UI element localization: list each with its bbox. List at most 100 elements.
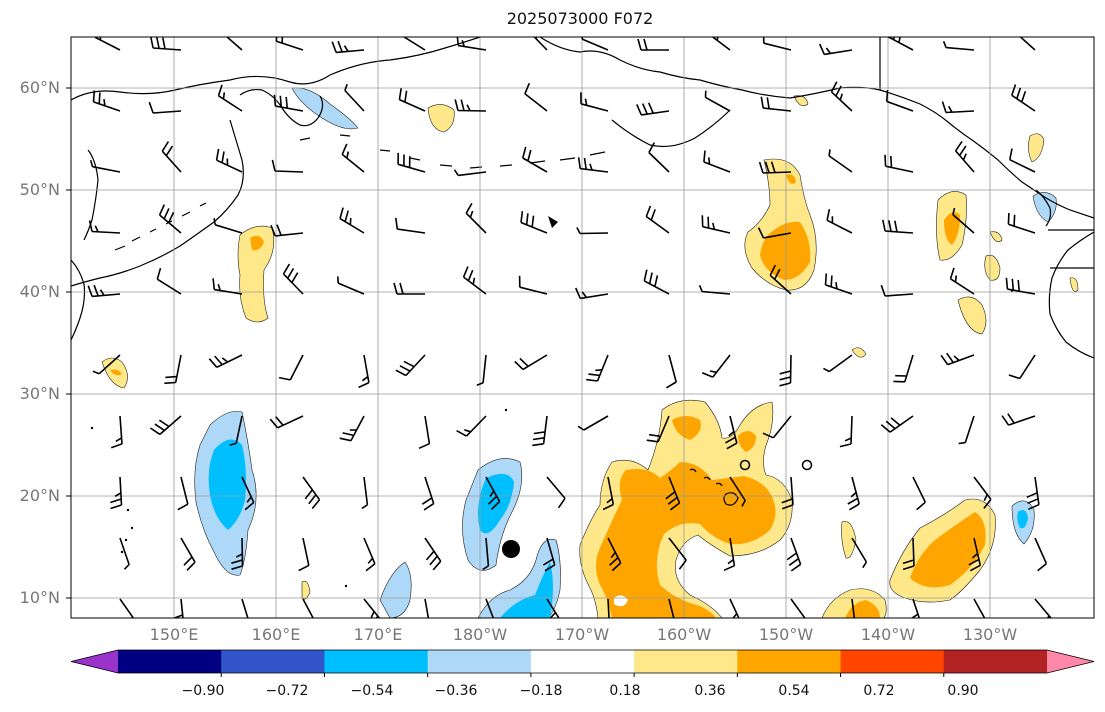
wind-barb-icon	[514, 354, 548, 371]
wind-barb-icon	[645, 205, 670, 234]
wind-barb-icon	[339, 207, 365, 234]
island-dot	[90, 426, 94, 430]
positive-shade-area	[1069, 277, 1079, 292]
wind-barb-icon	[482, 537, 490, 571]
wind-barb-icon	[880, 284, 914, 297]
wind-barb-icon	[723, 537, 736, 572]
wind-pennant-icon	[548, 216, 558, 228]
wind-barb-icon	[602, 476, 615, 511]
wind-barb-icon	[1009, 148, 1036, 173]
colorbar-segment	[840, 650, 945, 673]
wind-barb-icon	[148, 101, 182, 114]
wind-barb-icon	[225, 37, 243, 51]
wind-barb-icon	[88, 220, 121, 234]
wind-barb-icon	[418, 415, 431, 450]
wind-barb-icon	[89, 159, 121, 173]
wind-barb-icon	[665, 354, 677, 389]
negative-shade-area	[379, 561, 412, 618]
colorbar	[70, 649, 1095, 677]
wind-barb-icon	[704, 90, 731, 112]
filled-circle-icon	[502, 540, 520, 558]
colorbar-segment	[427, 650, 532, 673]
wind-barb-icon	[636, 102, 670, 116]
wind-barb-icon	[180, 537, 196, 571]
positive-shade-area	[427, 104, 455, 133]
wind-barb-icon	[453, 169, 487, 177]
wind-barb-icon	[826, 208, 853, 234]
wind-barb-icon	[577, 157, 609, 173]
wind-barb-icon	[110, 476, 123, 510]
island-dot	[124, 538, 128, 542]
wind-barb-icon	[839, 415, 853, 448]
bc-islands	[1035, 189, 1052, 227]
wind-barb-icon	[213, 218, 243, 234]
wind-barb-icon	[779, 354, 792, 387]
positive-shade-core	[910, 512, 986, 588]
positive-shade-area	[989, 231, 1003, 243]
japan-coastline	[71, 259, 86, 341]
wind-barb-icon	[358, 354, 370, 389]
wind-barb-icon	[1001, 413, 1036, 426]
wind-barb-icon	[643, 269, 670, 295]
wind-barb-icon	[150, 37, 182, 51]
wind-barb-icon	[668, 537, 687, 570]
wind-barb-icon	[231, 537, 244, 570]
island-dot	[130, 526, 134, 530]
wind-barb-icon	[302, 476, 321, 510]
wind-barb-icon	[607, 537, 622, 572]
wind-barb-icon	[607, 598, 610, 618]
wind-barb-icon	[208, 354, 243, 369]
wind-barb-icon	[462, 266, 487, 295]
wind-barb-icon	[397, 152, 426, 173]
lon-label: 130°W	[962, 625, 1018, 644]
wind-barb-icon	[902, 537, 915, 571]
wind-barb-icon	[522, 146, 548, 173]
wind-barb-icon	[339, 415, 365, 442]
wind-barb-icon	[941, 101, 975, 114]
wind-barb-icon	[542, 537, 556, 572]
lon-label: 160°E	[251, 625, 301, 644]
wind-barb-icon	[1005, 277, 1036, 295]
wind-barb-icon	[762, 415, 792, 439]
colorbar-segment	[530, 650, 635, 673]
wind-barb-icon	[665, 476, 681, 511]
lat-label: 30°N	[19, 384, 60, 403]
negative-shade-area	[291, 87, 359, 130]
kamchatka-coastline	[239, 88, 324, 127]
wind-barb-icon	[574, 287, 609, 300]
colorbar-extend-max	[1047, 650, 1094, 673]
wind-barb-icon	[119, 537, 130, 570]
wind-barb-icon	[958, 415, 975, 445]
lat-label: 40°N	[19, 282, 60, 301]
wind-barb-icon	[532, 415, 548, 447]
lon-label: 160°W	[656, 625, 712, 644]
wind-barb-icon	[729, 476, 746, 507]
wind-barb-icon	[546, 598, 560, 618]
wind-barb-icon	[485, 598, 495, 618]
wind-barb-icon	[363, 598, 381, 618]
wind-barb-icon	[851, 537, 868, 569]
positive-shade-core	[786, 174, 796, 184]
positive-shade-core	[672, 416, 701, 440]
wind-barb-icon	[393, 282, 425, 295]
wind-barb-icon	[954, 140, 975, 173]
positive-shade-area	[851, 347, 867, 358]
wind-barb-icon	[1011, 84, 1036, 112]
map-plot-area	[71, 37, 1094, 618]
wind-barb-icon	[912, 476, 927, 511]
wind-barb-icon	[828, 149, 853, 173]
wind-barb-icon	[637, 38, 669, 51]
wind-barb-icon	[278, 354, 304, 381]
colorbar-segment	[737, 650, 842, 673]
lon-label: 140°W	[860, 625, 916, 644]
wind-barb-icon	[701, 354, 731, 378]
wind-barb-icon	[725, 415, 738, 450]
positive-shade-area	[957, 296, 987, 335]
island-dot	[344, 584, 348, 588]
wind-barb-icon	[363, 537, 376, 572]
wind-barb-icon	[847, 476, 860, 511]
open-circle-icon	[801, 459, 813, 471]
wind-barb-icon	[518, 275, 548, 295]
colorbar-tick-label: 0.54	[778, 683, 810, 699]
wind-barb-icon	[884, 154, 914, 173]
